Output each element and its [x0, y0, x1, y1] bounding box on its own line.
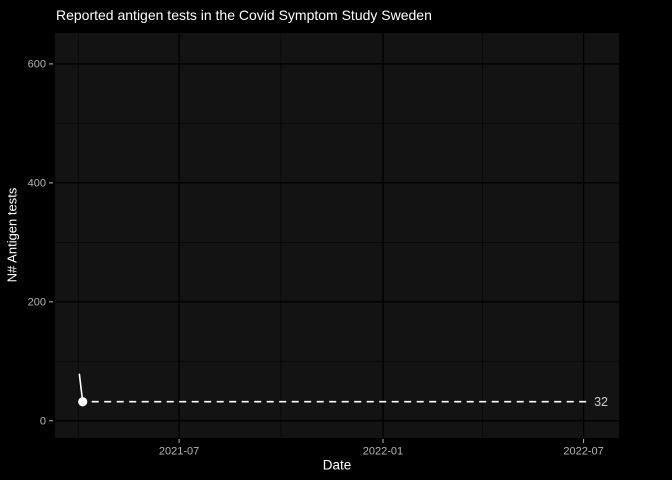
x-tick-label: 2021-07: [159, 446, 199, 458]
x-axis-title: Date: [322, 457, 352, 473]
x-tick-label: 2022-07: [563, 446, 603, 458]
x-tick-label: 2022-01: [363, 446, 403, 458]
y-tick-label: 400: [28, 178, 46, 190]
chart-title: Reported antigen tests in the Covid Symp…: [56, 7, 432, 23]
data-point-marker: [78, 397, 88, 407]
y-tick-label: 200: [28, 297, 46, 309]
panel-background: [55, 33, 619, 438]
annotation-label: 32: [594, 395, 608, 409]
y-tick-label: 600: [28, 59, 46, 71]
y-tick-label: 0: [40, 416, 46, 428]
